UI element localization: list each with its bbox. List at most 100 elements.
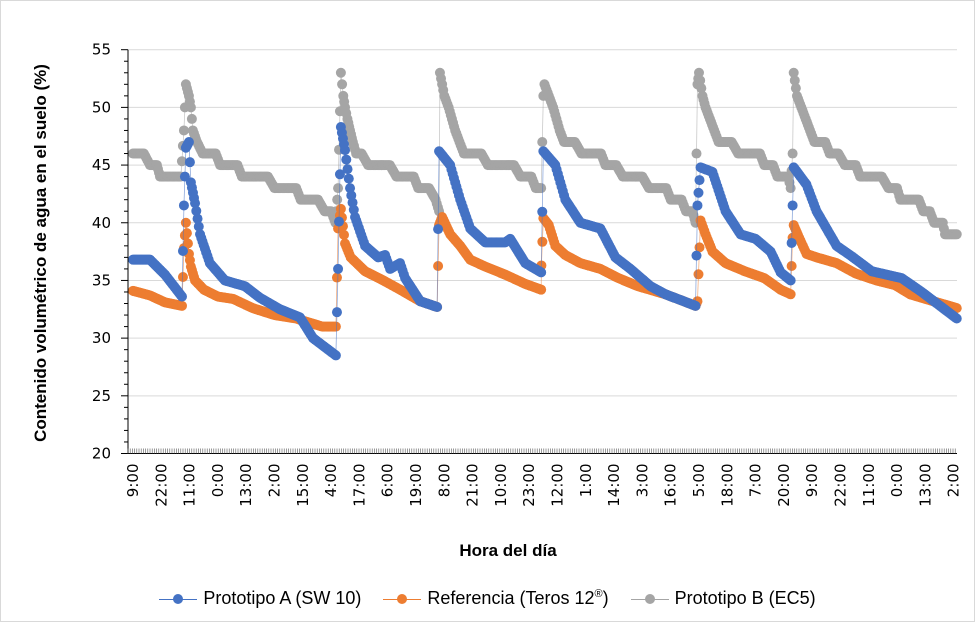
data-point [786,237,797,248]
data-point [338,229,349,240]
data-point [190,198,201,209]
x-tick-label: 2:00 [945,464,963,498]
data-point [334,216,345,227]
data-point [337,79,348,90]
data-point [340,145,351,156]
data-point [335,203,346,214]
x-tick-label: 9:00 [803,464,821,498]
data-point [788,67,799,78]
legend-item-referencia[interactable]: Referencia (Teros 12®) [383,588,609,609]
legend-item-prototipo-b[interactable]: Prototipo B (EC5) [630,588,816,609]
x-tick-label: 22:00 [832,464,850,507]
x-tick-label: 13:00 [237,464,255,507]
data-point [341,154,352,165]
y-tick-label: 40 [92,214,111,232]
data-point [537,236,548,247]
data-point [696,83,707,94]
data-point [695,75,706,86]
data-point [185,102,196,113]
x-tick-label: 19:00 [407,464,425,507]
data-point [331,272,342,283]
data-point [433,261,444,272]
data-point [182,238,193,249]
x-axis-title: Hora del día [459,541,557,560]
x-tick-label: 7:00 [747,464,765,498]
data-point [789,75,800,86]
x-tick-label: 4:00 [322,464,340,498]
data-point [537,136,548,147]
data-point [787,200,798,211]
x-tick-label: 14:00 [605,464,623,507]
y-tick-label: 50 [92,98,111,116]
data-point [537,206,548,217]
x-tick-label: 23:00 [520,464,538,507]
data-point [694,67,704,78]
data-point [432,301,443,312]
x-tick-label: 0:00 [888,464,906,498]
legend: Prototipo A (SW 10) Referencia (Teros 12… [0,588,975,609]
data-point [192,213,203,224]
legend-label: Prototipo B (EC5) [674,588,816,608]
x-tick-label: 9:00 [124,464,142,498]
y-tick-label: 35 [92,271,111,289]
data-point [335,67,346,78]
data-point [342,164,353,175]
data-point [787,148,798,159]
data-point [786,261,797,272]
x-tick-label: 20:00 [775,464,793,507]
legend-label: Referencia (Teros 12®) [427,588,609,608]
data-point [176,156,187,167]
x-tick-label: 12:00 [549,464,567,507]
legend-label: Prototipo A (SW 10) [203,588,362,608]
y-tick-label: 20 [92,445,111,463]
data-point [176,291,187,302]
data-point [176,300,187,311]
data-point [536,183,547,194]
data-point [951,313,962,324]
data-point [951,229,962,240]
x-tick-label: 6:00 [379,464,397,498]
y-tick-label: 45 [92,156,111,174]
x-tick-label: 1:00 [577,464,595,498]
data-point [191,205,202,216]
data-point [180,217,191,228]
data-point [181,228,192,239]
data-point [694,175,705,186]
axes: 20 25 30 35 40 45 50 55 9:00 22:00 11:00 0:00 13:00 2… [92,41,963,507]
data-point [177,246,188,257]
x-tick-label: 11:00 [860,464,878,507]
data-point [691,148,702,159]
data-point [785,275,796,286]
data-point [178,200,189,211]
data-point [536,267,547,278]
data-point [691,250,702,261]
data-point [536,284,547,295]
data-point [433,224,444,235]
data-point [343,173,354,184]
data-point [333,183,344,194]
x-tick-label: 3:00 [633,464,651,498]
y-tick-label: 55 [92,41,111,59]
series-layer [128,67,962,361]
x-tick-label: 10:00 [492,464,510,507]
data-point [693,187,704,198]
y-tick-label: 30 [92,329,111,347]
legend-item-prototipo-a[interactable]: Prototipo A (SW 10) [159,588,361,609]
x-tick-label: 17:00 [350,464,368,507]
legend-marker-gray-icon [630,592,669,606]
y-axis-title: Contenido volumétrico de agua en el suel… [31,64,50,442]
series-prototipo-a-sw-10- [128,121,962,361]
x-tick-label: 11:00 [181,464,199,507]
data-point [330,321,341,332]
x-tick-label: 8:00 [435,464,453,498]
series-prototipo-b-ec5- [128,67,962,240]
x-tick-label: 2:00 [266,464,284,498]
data-point [333,263,344,274]
y-tick-label: 25 [92,387,111,405]
data-point [330,350,341,361]
x-tick-label: 21:00 [464,464,482,507]
data-point [193,221,204,232]
x-tick-label: 13:00 [916,464,934,507]
data-point [693,269,704,280]
